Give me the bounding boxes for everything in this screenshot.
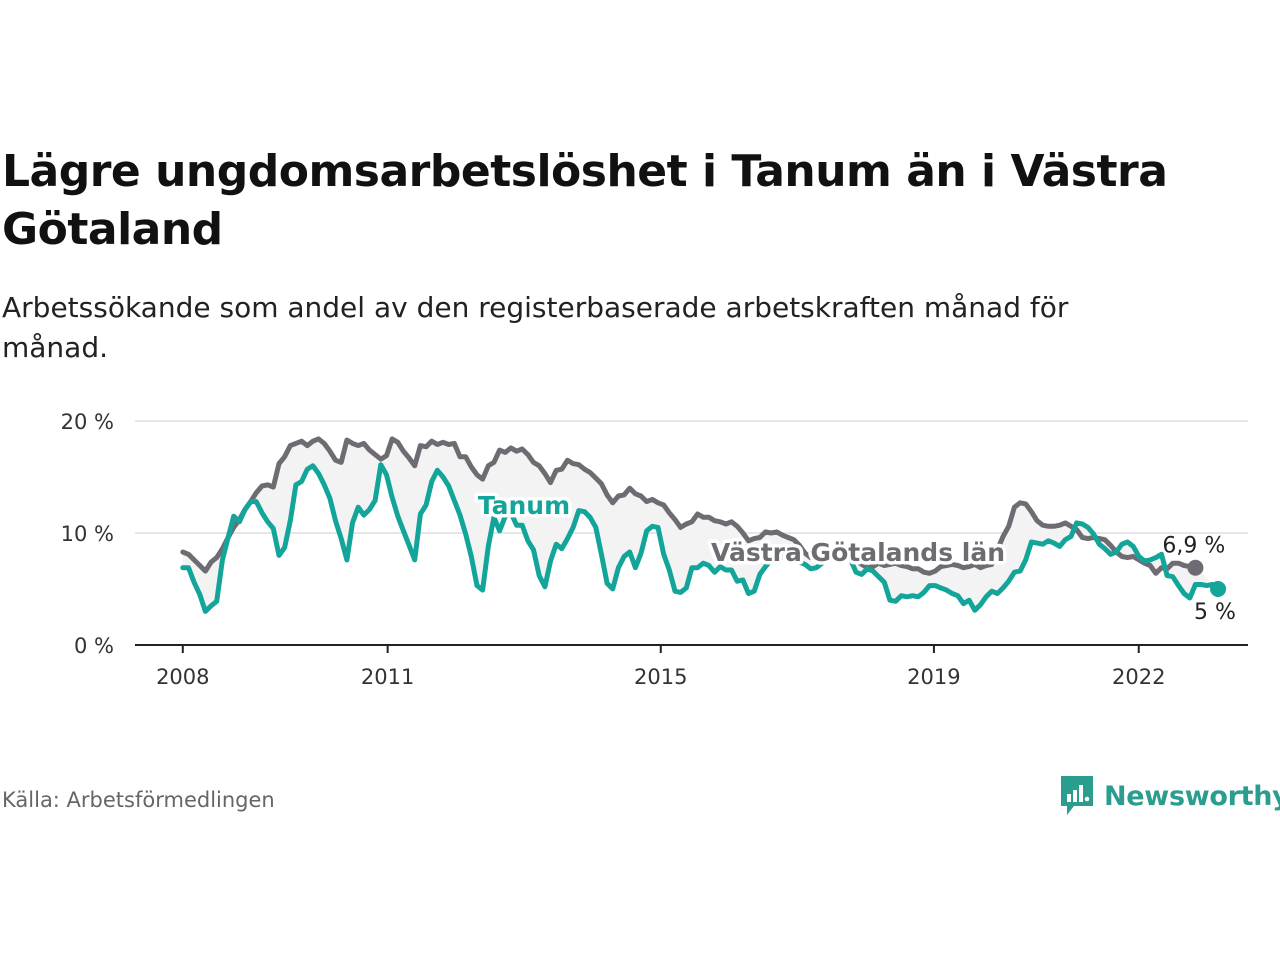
newsworthy-logo-icon <box>1061 776 1093 815</box>
series-line-vastra-gotaland <box>180 436 1198 576</box>
end-value-label-tanum: 5 % <box>1194 600 1236 625</box>
brand-name: Newsworthy <box>1104 780 1280 812</box>
page-subtitle: Arbetssökande som andel av den registerb… <box>2 291 1069 364</box>
label-layer: 6,9 % 5 % Tanum Västra Götalands län <box>474 488 1236 626</box>
series-layer <box>180 436 1221 614</box>
x-tick-label: 2019 <box>907 665 960 689</box>
x-tick-label: 2022 <box>1112 665 1165 689</box>
newsworthy-logo[interactable]: Newsworthy <box>1058 774 1280 818</box>
end-point-marker <box>1187 559 1204 576</box>
y-tick-label: 0 % <box>74 634 114 658</box>
end-value-label-vastra-gotaland: 6,9 % <box>1162 534 1225 559</box>
series-label-tanum: Tanum <box>478 491 570 520</box>
x-tick-label: 2011 <box>361 665 414 689</box>
page-title: Lägre ungdomsarbetslöshet i Tanum än i V… <box>2 146 1168 255</box>
x-tick-label: 2015 <box>634 665 687 689</box>
x-tick-label: 2008 <box>156 665 209 689</box>
y-tick-label: 10 % <box>61 522 114 546</box>
end-point-marker <box>1210 581 1227 597</box>
y-tick-label: 20 % <box>61 410 114 434</box>
x-axis: 2008 2011 2015 2019 2022 <box>135 644 1248 689</box>
source-note: Källa: Arbetsförmedlingen <box>2 788 275 812</box>
series-label-vastra-gotaland: Västra Götalands län <box>711 538 1005 567</box>
series-line-tanum <box>180 462 1221 614</box>
